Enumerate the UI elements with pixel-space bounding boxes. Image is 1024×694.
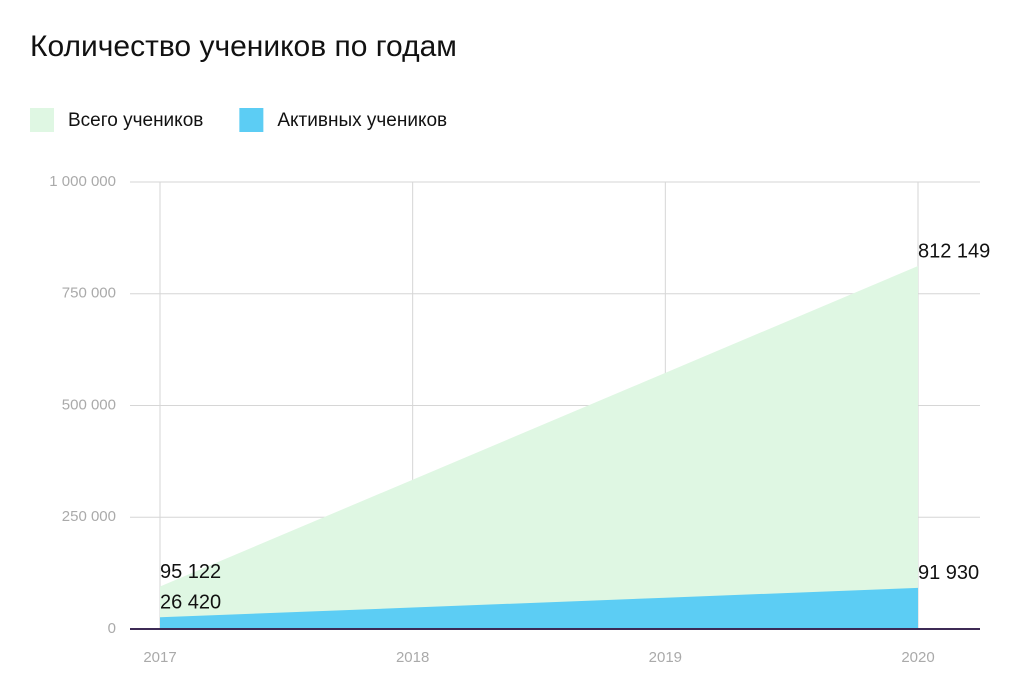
value-label: 812 149 xyxy=(918,240,990,262)
x-tick-label: 2019 xyxy=(649,649,682,666)
value-label: 26 420 xyxy=(160,591,221,613)
legend-swatch xyxy=(239,108,264,132)
y-tick-label: 750 000 xyxy=(62,285,116,302)
area xyxy=(160,587,918,629)
legend-swatch xyxy=(30,108,54,132)
value-label: 91 930 xyxy=(918,562,979,584)
legend-label: Активных учеников xyxy=(277,110,447,131)
chart-title: Количество учеников по годам xyxy=(30,30,457,63)
value-label: 95 122 xyxy=(160,561,221,583)
y-tick-label: 1 000 000 xyxy=(49,173,116,190)
x-tick-label: 2020 xyxy=(901,649,934,666)
x-tick-label: 2018 xyxy=(396,649,429,666)
area xyxy=(160,265,918,629)
y-tick-label: 250 000 xyxy=(62,508,116,525)
legend-label: Всего учеников xyxy=(68,110,203,131)
x-tick-label: 2017 xyxy=(143,649,176,666)
y-tick-label: 0 xyxy=(108,620,116,637)
y-tick-label: 500 000 xyxy=(62,396,116,413)
